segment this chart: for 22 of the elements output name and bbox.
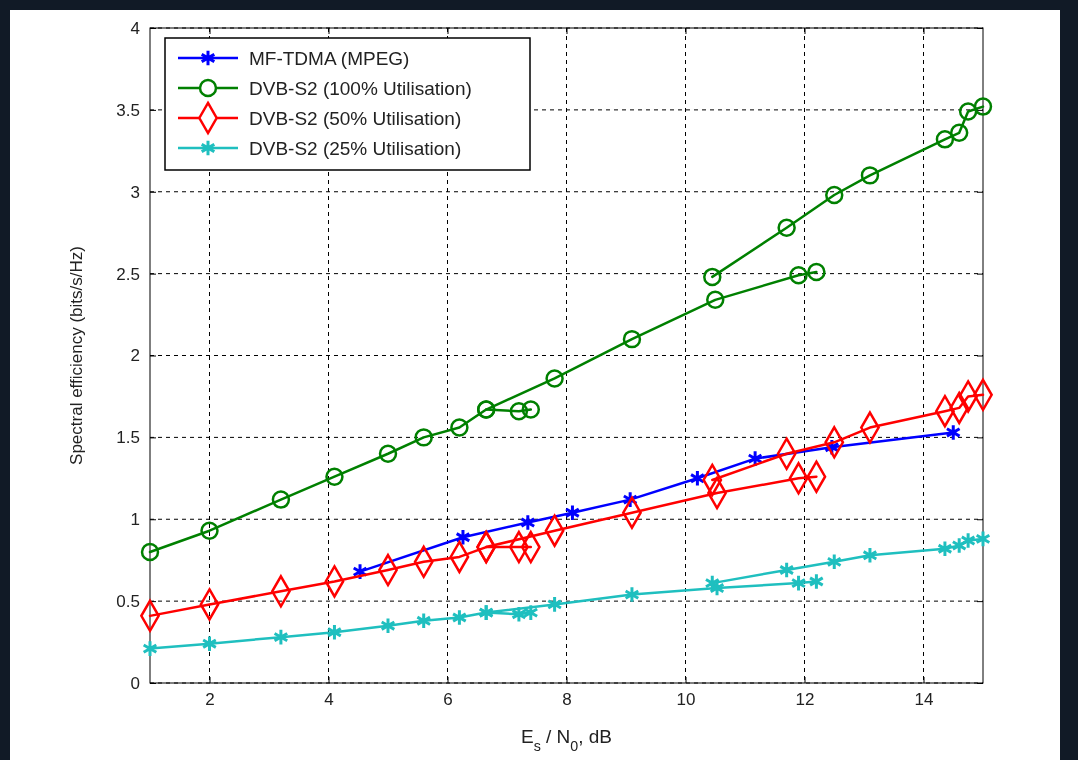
y-tick-label: 2.5 (116, 264, 140, 284)
legend-label: DVB-S2 (100% Utilisation) (249, 78, 472, 99)
x-tick-label: 10 (676, 690, 696, 710)
legend-label: DVB-S2 (25% Utilisation) (249, 138, 462, 159)
y-tick-label: 0 (130, 673, 140, 693)
x-tick-label: 4 (324, 690, 334, 710)
y-tick-label: 3 (130, 182, 140, 202)
x-axis-title: E$_{s}$ / N$_{0}$, dB (520, 726, 613, 754)
y-axis-title: Spectral efficiency (bits/s/Hz) (67, 246, 86, 465)
y-tick-label: 1 (130, 510, 140, 530)
y-tick-label: 3.5 (116, 100, 140, 120)
y-tick-label: 4 (130, 18, 140, 38)
x-tick-label: 8 (562, 690, 572, 710)
y-tick-label: 0.5 (116, 592, 140, 612)
y-tick-label: 2 (130, 346, 140, 366)
y-tick-label: 1.5 (116, 428, 140, 448)
x-tick-label: 12 (795, 690, 815, 710)
legend-label: DVB-S2 (50% Utilisation) (249, 108, 462, 129)
x-tick-label: 2 (205, 690, 215, 710)
x-tick-label: 6 (443, 690, 453, 710)
legend-label: MF-TDMA (MPEG) (249, 48, 410, 69)
x-tick-label: 14 (914, 690, 934, 710)
